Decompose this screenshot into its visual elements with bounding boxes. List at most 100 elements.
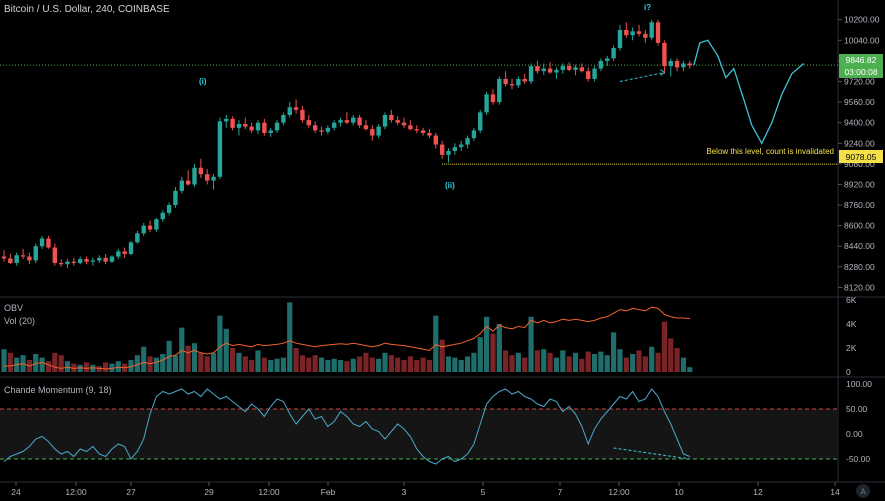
candle-body [503, 78, 508, 85]
cmo-title[interactable]: Chande Momentum (9, 18) [4, 385, 112, 395]
obv-tick-label: 6K [846, 295, 857, 305]
price-tick-label: 10200.00 [844, 15, 880, 25]
candle-body [287, 107, 292, 115]
candle-body [605, 58, 610, 61]
volume-bar [7, 352, 13, 372]
candle-body [312, 125, 318, 131]
candle-body [1, 256, 7, 259]
price-tick-label: 8280.00 [844, 262, 875, 272]
candle-body [8, 258, 13, 263]
candle-body [84, 259, 89, 262]
time-tick-label: 24 [11, 487, 21, 497]
candle-body [516, 78, 521, 86]
volume-bar [96, 366, 102, 372]
volume-bar [585, 351, 591, 372]
volume-bar [261, 357, 267, 372]
candle-body [332, 122, 337, 128]
candle-body [395, 120, 400, 123]
candle-body [344, 120, 350, 123]
candle-body [630, 31, 635, 36]
price-tick-label: 10040.00 [844, 35, 880, 45]
candle-body [554, 69, 559, 73]
volume-bar [566, 356, 572, 372]
volume-bar [344, 361, 350, 372]
candle-body [135, 233, 140, 243]
volume-bar [103, 362, 109, 372]
auto-scale-button[interactable] [856, 484, 870, 498]
candle-body [446, 151, 451, 155]
candle-body [484, 94, 489, 113]
level-price-tag [839, 150, 883, 163]
volume-bar [39, 357, 45, 372]
time-tick-label: 14 [830, 487, 840, 497]
volume-bar [630, 354, 636, 372]
volume-bar [414, 360, 420, 372]
candle-body [636, 31, 642, 34]
time-tick-label: 12 [753, 487, 763, 497]
volume-bar [407, 356, 413, 372]
candle-body [262, 122, 267, 133]
volume-bar [611, 332, 617, 372]
invalidation-text: Below this level, count is invalidated [706, 147, 834, 156]
candle-body [166, 205, 172, 213]
volume-bar [217, 315, 223, 372]
volume-bar [325, 360, 331, 372]
candle-body [459, 144, 464, 148]
volume-bar [395, 357, 401, 372]
volume-bar [661, 321, 667, 372]
wave-label-ii: (ii) [445, 181, 455, 190]
vol-title[interactable]: Vol (20) [4, 316, 35, 326]
symbol-title[interactable]: Bitcoin / U.S. Dollar, 240, COINBASE [4, 4, 170, 15]
volume-bar [452, 357, 458, 372]
volume-bar [528, 316, 534, 372]
volume-bar [579, 358, 585, 372]
volume-bar [363, 352, 369, 372]
time-tick-label: 5 [481, 487, 486, 497]
candle-body [205, 174, 210, 181]
candle-body [243, 123, 248, 127]
volume-bar [331, 358, 337, 372]
volume-bar [464, 356, 471, 372]
indicator-lines [0, 306, 838, 465]
candle-body [592, 68, 597, 79]
volume-bar [655, 352, 661, 372]
volume-bar [287, 302, 293, 372]
volume-bar [458, 360, 464, 372]
auto-scale-label[interactable]: A [860, 488, 866, 497]
volume-bar [318, 357, 325, 372]
volume-bar [242, 356, 248, 372]
last-price-tag [839, 54, 883, 66]
candle-body [147, 225, 153, 230]
volume-bar [687, 367, 693, 372]
candle-body [624, 30, 629, 36]
candle-body [198, 167, 204, 175]
wave-label-i: (i) [199, 77, 207, 86]
obv-title[interactable]: OBV [4, 303, 23, 313]
obv-line [4, 306, 690, 370]
candle-body [668, 60, 673, 67]
volume-bar [433, 315, 439, 372]
candle-body [300, 109, 305, 121]
candle-body [363, 125, 369, 130]
volume-bar [306, 357, 312, 372]
volume-bar [534, 350, 540, 372]
volume-bar [312, 355, 318, 372]
volume-bar [445, 356, 452, 372]
candle-body [255, 122, 261, 131]
candle-body [325, 127, 331, 132]
volume-bar [674, 348, 680, 372]
candle-body [433, 135, 438, 145]
candle-body [522, 78, 527, 82]
cmo-line [3, 388, 690, 465]
volume-bar [369, 357, 375, 372]
volume-bar [471, 352, 477, 372]
candle-body [351, 117, 356, 123]
candle-body [547, 68, 553, 73]
candle-body [528, 66, 534, 82]
candle-body [128, 242, 134, 254]
price-tick-label: 8120.00 [844, 282, 875, 292]
volume-bars [1, 302, 693, 372]
cmo-tick-label: -50.00 [846, 454, 870, 464]
candle-body [598, 60, 604, 69]
